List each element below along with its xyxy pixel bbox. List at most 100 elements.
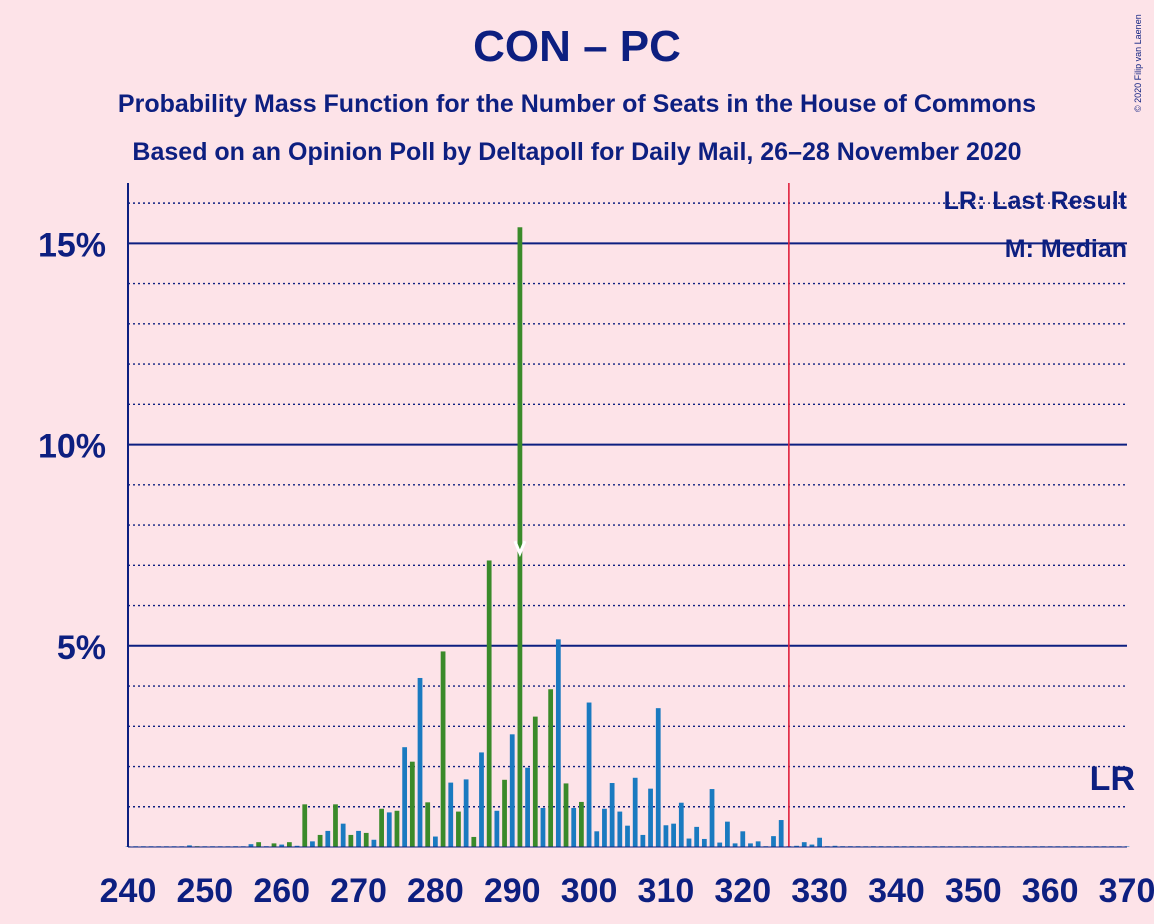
bar — [540, 807, 546, 847]
bar — [709, 789, 715, 847]
bar — [625, 825, 630, 847]
bar — [732, 843, 738, 847]
x-tick-label: 350 — [945, 872, 1002, 910]
bar — [648, 788, 653, 847]
axes: 240 250 260 270 280 290 300 310 320 330 340 350 360 3… — [38, 183, 1154, 910]
bar — [371, 839, 377, 847]
bar — [778, 820, 784, 847]
bar — [571, 807, 577, 847]
bar — [602, 808, 607, 847]
bar — [640, 834, 646, 847]
last-result-marker-label: LR — [1090, 760, 1135, 798]
bar — [771, 836, 776, 847]
bar — [448, 782, 454, 847]
y-tick-label: 10% — [38, 428, 106, 466]
bar — [325, 830, 331, 847]
bar — [586, 702, 592, 847]
bar — [701, 838, 707, 847]
bar — [456, 811, 461, 847]
bar — [402, 747, 408, 847]
chart-subtitle: Probability Mass Function for the Number… — [117, 90, 1037, 118]
bar — [594, 831, 600, 847]
x-tick-label: 310 — [638, 872, 695, 910]
bar — [348, 834, 354, 847]
bar — [617, 811, 623, 847]
bar — [748, 843, 753, 847]
bar — [471, 836, 477, 847]
bar — [755, 841, 761, 847]
median-marker — [513, 540, 527, 558]
x-tick-label: 330 — [791, 872, 848, 910]
y-tick-label: 5% — [57, 629, 106, 667]
bar — [517, 227, 523, 847]
x-tick-label: 300 — [561, 872, 618, 910]
bar — [440, 651, 446, 847]
x-tick-label: 290 — [484, 872, 541, 910]
bar — [479, 752, 484, 847]
bar — [671, 823, 676, 847]
bar — [187, 845, 192, 847]
bar — [425, 802, 431, 847]
chart-source-line: Based on an Opinion Poll by Deltapoll fo… — [132, 138, 1022, 166]
bar — [394, 810, 400, 847]
bar — [663, 825, 669, 847]
bar — [809, 844, 815, 847]
bar — [655, 708, 661, 847]
bar — [417, 677, 423, 847]
bar — [409, 761, 415, 847]
bar — [294, 845, 300, 847]
bar — [302, 804, 308, 847]
legend-last-result: LR: Last Result — [944, 187, 1128, 215]
bar — [279, 844, 285, 847]
bar — [494, 810, 500, 847]
bar — [509, 734, 515, 847]
bar — [725, 821, 730, 847]
bar — [555, 639, 561, 847]
bar-series — [125, 183, 1130, 847]
bar — [286, 842, 292, 847]
x-tick-label: 260 — [253, 872, 310, 910]
x-tick-label: 370 — [1099, 872, 1154, 910]
x-tick-label: 340 — [868, 872, 925, 910]
bar — [817, 837, 822, 847]
bar — [317, 834, 323, 847]
bar — [694, 826, 700, 847]
bar — [717, 842, 723, 847]
bar — [794, 845, 799, 847]
chart-title: CON – PC — [473, 22, 681, 71]
bar — [256, 842, 262, 847]
x-tick-label: 320 — [714, 872, 771, 910]
x-tick-label: 280 — [407, 872, 464, 910]
bar — [801, 842, 807, 847]
legend-median: M: Median — [1005, 235, 1127, 263]
bar — [340, 823, 346, 847]
bar — [356, 830, 361, 847]
bar — [525, 767, 530, 847]
bar — [486, 560, 492, 847]
y-tick-label: 15% — [38, 226, 106, 264]
bar — [386, 812, 392, 847]
x-tick-label: 270 — [330, 872, 387, 910]
bar — [310, 841, 315, 847]
bar — [379, 808, 384, 847]
bar — [532, 716, 538, 847]
bar — [579, 801, 584, 847]
x-tick-label: 250 — [176, 872, 233, 910]
bar — [333, 804, 338, 847]
bar — [832, 845, 838, 847]
bar — [502, 779, 507, 847]
bar — [686, 838, 692, 847]
x-tick-label: 360 — [1022, 872, 1079, 910]
bar — [433, 836, 438, 847]
bar — [609, 783, 615, 847]
bar — [632, 777, 638, 847]
grid-lines — [128, 202, 1127, 808]
bar — [363, 832, 369, 847]
bar — [548, 689, 554, 847]
bar — [271, 843, 277, 847]
x-tick-label: 240 — [100, 872, 157, 910]
bar — [678, 802, 684, 847]
bar — [248, 844, 254, 847]
bar — [563, 783, 569, 847]
